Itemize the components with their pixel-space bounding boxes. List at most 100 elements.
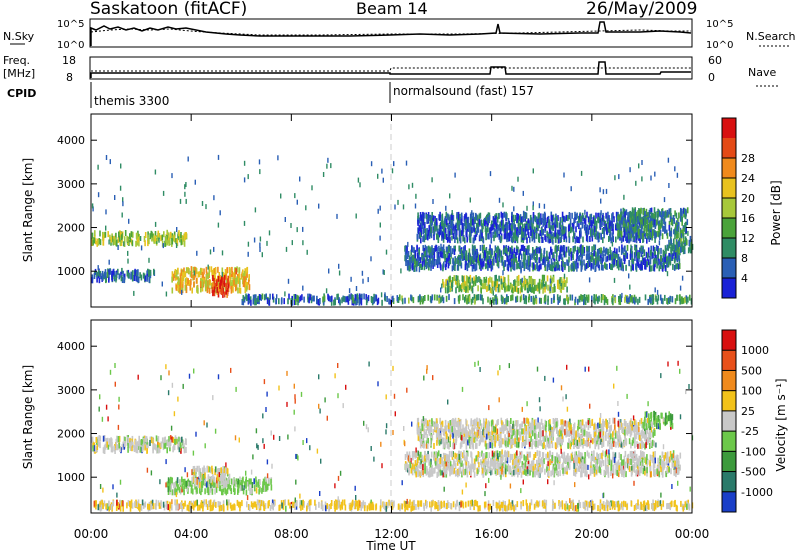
range-gate-cell-band-5 [454, 298, 456, 304]
range-gate-cell-band-5 [424, 295, 426, 301]
range-gate-cell-band-0 [118, 436, 120, 442]
range-gate-cell-band-8 [591, 228, 593, 234]
range-gate-cell-band-7 [660, 248, 662, 254]
range-gate-cell-band-1 [141, 275, 143, 281]
range-gate-cell-band-7 [446, 247, 448, 253]
range-gate-cell-band-0 [140, 447, 142, 453]
range-gate-cell-band-8 [608, 236, 610, 242]
range-gate-cell-band-7 [567, 260, 569, 266]
range-gate-cell-band-6 [544, 275, 546, 281]
range-gate-cell-band-1 [168, 486, 170, 492]
range-gate-cell-scatter [339, 271, 340, 276]
range-gate-cell-band-5 [633, 297, 635, 303]
range-gate-cell-band-9 [685, 209, 687, 215]
range-gate-cell-band-7 [551, 259, 553, 265]
range-gate-cell-band-8 [526, 237, 528, 243]
range-gate-cell-band-0 [113, 239, 115, 245]
range-gate-cell-band-8 [501, 212, 503, 218]
range-gate-cell-band-5 [502, 297, 504, 303]
range-gate-cell-scatter [603, 189, 604, 194]
range-gate-cell-band-8 [456, 212, 458, 218]
range-gate-cell-band-8 [615, 237, 617, 243]
range-gate-cell-scatter [657, 290, 658, 295]
range-gate-cell-band-7 [597, 249, 599, 255]
range-gate-cell-band-0 [149, 440, 151, 446]
freq-left-label-2: [MHz] [3, 67, 35, 80]
range-gate-cell-band-7 [549, 253, 551, 259]
range-gate-cell-band-9 [651, 212, 653, 218]
range-gate-cell-band-7 [638, 262, 640, 268]
range-gate-cell-band-4 [324, 295, 326, 301]
range-gate-cell-band-9 [617, 216, 619, 222]
range-gate-cell-band-7 [448, 262, 450, 268]
range-gate-cell-band-5 [606, 297, 608, 303]
range-gate-cell-band-7 [562, 261, 564, 267]
range-gate-cell-band-8 [457, 220, 459, 226]
range-gate-cell-band-2 [175, 269, 177, 275]
range-gate-cell-scatter [280, 194, 281, 199]
range-gate-cell-scatter [532, 253, 533, 258]
range-gate-cell-band-8 [501, 236, 503, 242]
range-gate-cell-band-8 [547, 217, 549, 223]
range-gate-cell-band-8 [573, 231, 575, 237]
range-gate-cell-scatter [105, 209, 106, 214]
range-gate-cell-band-6 [451, 282, 453, 288]
range-gate-cell-band-8 [600, 233, 602, 239]
range-gate-cell-band-8 [565, 233, 567, 239]
range-gate-cell-band-1 [250, 478, 252, 484]
range-gate-cell-band-7 [588, 257, 590, 263]
range-gate-cell-band-7 [648, 247, 650, 253]
range-gate-cell-band-3 [227, 278, 229, 284]
range-gate-cell-scatter [162, 282, 163, 287]
range-gate-cell-band-0 [164, 437, 166, 443]
range-gate-cell-band-6 [565, 281, 567, 287]
range-gate-cell-scatter [285, 217, 286, 222]
range-gate-cell-band-8 [455, 225, 457, 231]
range-gate-cell-band-8 [580, 216, 582, 222]
range-gate-cell-band-7 [571, 252, 573, 258]
range-gate-cell-band-8 [568, 232, 570, 238]
range-gate-cell-band-8 [543, 220, 545, 226]
range-gate-cell-band-0 [163, 231, 165, 237]
range-gate-cell-band-9 [646, 226, 648, 232]
range-gate-cell-band-8 [439, 212, 441, 218]
range-gate-cell-band-8 [439, 229, 441, 235]
range-gate-cell-band-7 [508, 259, 510, 265]
range-gate-cell-band-1 [179, 479, 181, 485]
range-gate-cell-band-9 [671, 231, 673, 237]
range-gate-cell-band-9 [675, 230, 677, 236]
range-gate-cell-band-9 [660, 220, 662, 226]
range-gate-cell-band-2 [185, 285, 187, 291]
range-gate-cell-band-7 [674, 265, 676, 271]
range-gate-cell-band-7 [638, 252, 640, 258]
range-gate-cell-band-2 [229, 267, 231, 273]
range-gate-cell-band-0 [185, 447, 187, 453]
range-gate-cell-band-4 [269, 300, 271, 306]
range-gate-cell-band-5 [686, 298, 688, 304]
range-gate-cell-band-7 [485, 263, 487, 269]
range-gate-cell-scatter [98, 265, 99, 270]
range-gate-cell-band-1 [250, 488, 252, 494]
range-gate-cell-band-8 [419, 218, 421, 224]
range-gate-cell-scatter [650, 176, 651, 181]
range-gate-cell-scatter [659, 235, 660, 240]
range-gate-cell-band-8 [594, 226, 596, 232]
range-gate-cell-band-8 [536, 217, 538, 223]
range-gate-cell-band-7 [564, 245, 566, 251]
range-gate-cell-scatter [440, 288, 441, 293]
range-gate-cell-band-5 [593, 294, 595, 300]
range-gate-cell-band-5 [588, 295, 590, 301]
range-gate-cell-band-8 [475, 214, 477, 220]
range-gate-cell-band-5 [440, 297, 442, 303]
range-gate-cell-band-1 [184, 481, 186, 487]
range-gate-cell-band-0 [95, 446, 97, 452]
range-gate-cell-band-5 [655, 296, 657, 302]
range-gate-cell-band-9 [676, 213, 678, 219]
range-gate-cell-band-6 [494, 281, 496, 287]
range-gate-cell-band-4 [281, 297, 283, 303]
range-gate-cell-band-0 [135, 445, 137, 451]
range-gate-cell-scatter [188, 157, 189, 162]
range-gate-cell-band-2 [206, 274, 208, 280]
range-gate-cell-band-6 [491, 277, 493, 283]
